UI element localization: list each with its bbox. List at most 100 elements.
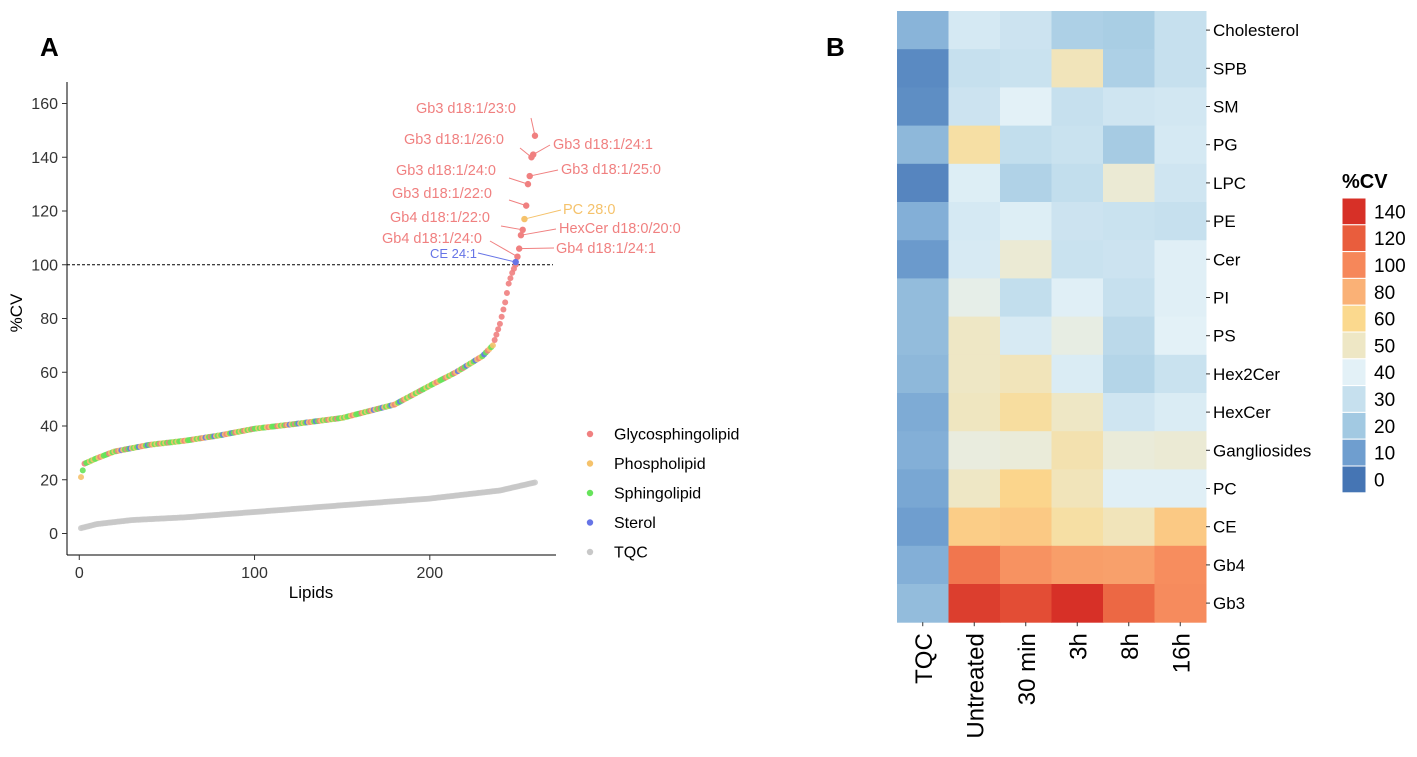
highlight-point (521, 215, 528, 223)
annotation-leader (508, 177, 529, 185)
heatmap-cell (897, 431, 949, 470)
row-label: Gb4 (1213, 556, 1245, 575)
heatmap-cell (1000, 393, 1052, 432)
heatmap-cell (1051, 202, 1104, 241)
row-label: LPC (1213, 174, 1246, 193)
lipid-point (489, 342, 496, 349)
row-label: Gb3 (1213, 594, 1245, 613)
column-label: 8h (1117, 633, 1144, 660)
point-label: Gb3 d18:1/24:1 (553, 137, 653, 153)
y-tick-label: 80 (40, 311, 58, 328)
heatmap-cell (948, 431, 1001, 470)
heatmap-cell (1154, 11, 1207, 50)
row-label: Gangliosides (1213, 441, 1311, 460)
heatmap-cell (1154, 163, 1207, 203)
heatmap-cell (1103, 545, 1155, 585)
colorbar-label: 120 (1374, 229, 1406, 250)
heatmap-cell (1000, 507, 1052, 547)
lipid-point (502, 299, 509, 306)
row-label: CE (1213, 518, 1237, 537)
heatmap-cell (1000, 87, 1052, 127)
row-label: Cholesterol (1213, 21, 1299, 40)
y-tick-label: 120 (31, 204, 58, 221)
heatmap-cell (948, 316, 1001, 356)
colorbar-label: 140 (1374, 202, 1406, 223)
heatmap-cell (948, 11, 1001, 50)
heatmap-cell (948, 202, 1001, 241)
heatmap-cell (897, 202, 949, 241)
colorbar-label: 60 (1374, 310, 1395, 331)
x-axis-title: Lipids (289, 583, 333, 602)
tqc-point (531, 479, 538, 486)
colorbar-label: 40 (1374, 363, 1395, 384)
point-label: Gb4 d18:1/24:0 (382, 231, 482, 247)
colorbar-swatch (1341, 277, 1367, 306)
heatmap-cell (1103, 469, 1155, 509)
heatmap-cell (948, 125, 1001, 165)
annotation-leader (532, 144, 551, 155)
lipid-point (495, 326, 502, 333)
highlight-point (523, 202, 530, 209)
heatmap-cell (1103, 354, 1155, 394)
heatmap-row-labels: Cholesterol SPB SM PG LPC PE Cer PI PS Hex2Cer Hex… (1206, 21, 1311, 613)
heatmap-cell (1154, 354, 1207, 394)
y-tick-label: 100 (31, 257, 58, 274)
heatmap-cell (948, 584, 1001, 623)
heatmap-cell (897, 11, 949, 50)
lipid-point (507, 275, 514, 282)
heatmap-cell (897, 316, 949, 356)
heatmap: Cholesterol SPB SM PG LPC PE Cer PI PS Hex2Cer Hex… (897, 11, 1406, 739)
heatmap-cell (1051, 354, 1104, 394)
point-label: Gb3 d18:1/26:0 (404, 132, 504, 148)
lipid-point (496, 320, 503, 327)
y-tick-label: 140 (31, 150, 58, 167)
colorbar-swatch (1341, 224, 1367, 253)
heatmap-cell (1051, 469, 1104, 509)
heatmap-cell (948, 393, 1001, 432)
point-label: Gb3 d18:1/23:0 (416, 101, 516, 117)
heatmap-cell (897, 584, 949, 623)
heatmap-cell (897, 163, 949, 203)
annotation-leader (477, 252, 516, 263)
tqc-series (78, 479, 538, 532)
highlight-point (517, 231, 525, 239)
colorbar-label: 80 (1374, 283, 1395, 304)
highlight-point (515, 245, 523, 252)
scatter-legend: Glycosphingolipid Phospholipid Sphingolipi… (586, 427, 739, 562)
colorbar-swatch (1341, 304, 1367, 333)
heatmap-cell (1051, 49, 1104, 88)
heatmap-cell (948, 240, 1001, 279)
heatmap-cell (1000, 278, 1052, 318)
point-annotations: Gb3 d18:1/23:0 Gb3 d18:1/24:1 Gb3 d18:1/26… (382, 101, 681, 266)
colorbar-label: 100 (1374, 256, 1406, 277)
legend-key (586, 430, 594, 438)
legend-key (586, 519, 594, 526)
heatmap-cell (1051, 240, 1104, 279)
heatmap-cell (897, 469, 949, 509)
colorbar-title: %CV (1342, 171, 1388, 193)
heatmap-cell (1154, 240, 1207, 279)
heatmap-cell (1051, 278, 1104, 318)
heatmap-cell (1051, 431, 1104, 470)
lipid-point (500, 306, 507, 313)
heatmap-cell (1051, 584, 1104, 623)
colorbar-swatch (1341, 251, 1367, 279)
heatmap-cell (1154, 469, 1207, 509)
heatmap-cell (1051, 507, 1104, 547)
row-label: PC (1213, 480, 1237, 499)
legend-label: Sphingolipid (614, 486, 701, 503)
heatmap-cell (897, 507, 949, 547)
lipid-point (498, 313, 505, 320)
point-label: Gb4 d18:1/22:0 (390, 210, 490, 226)
lipid-point (493, 331, 500, 338)
heatmap-cell (897, 278, 949, 318)
heatmap-cell (1154, 278, 1207, 318)
heatmap-cell (1051, 125, 1104, 165)
row-label: PI (1213, 289, 1229, 308)
row-label: SM (1213, 98, 1239, 117)
heatmap-cell (948, 49, 1001, 88)
colorbar-label: 0 (1374, 470, 1385, 491)
heatmap-cell (1103, 507, 1155, 547)
